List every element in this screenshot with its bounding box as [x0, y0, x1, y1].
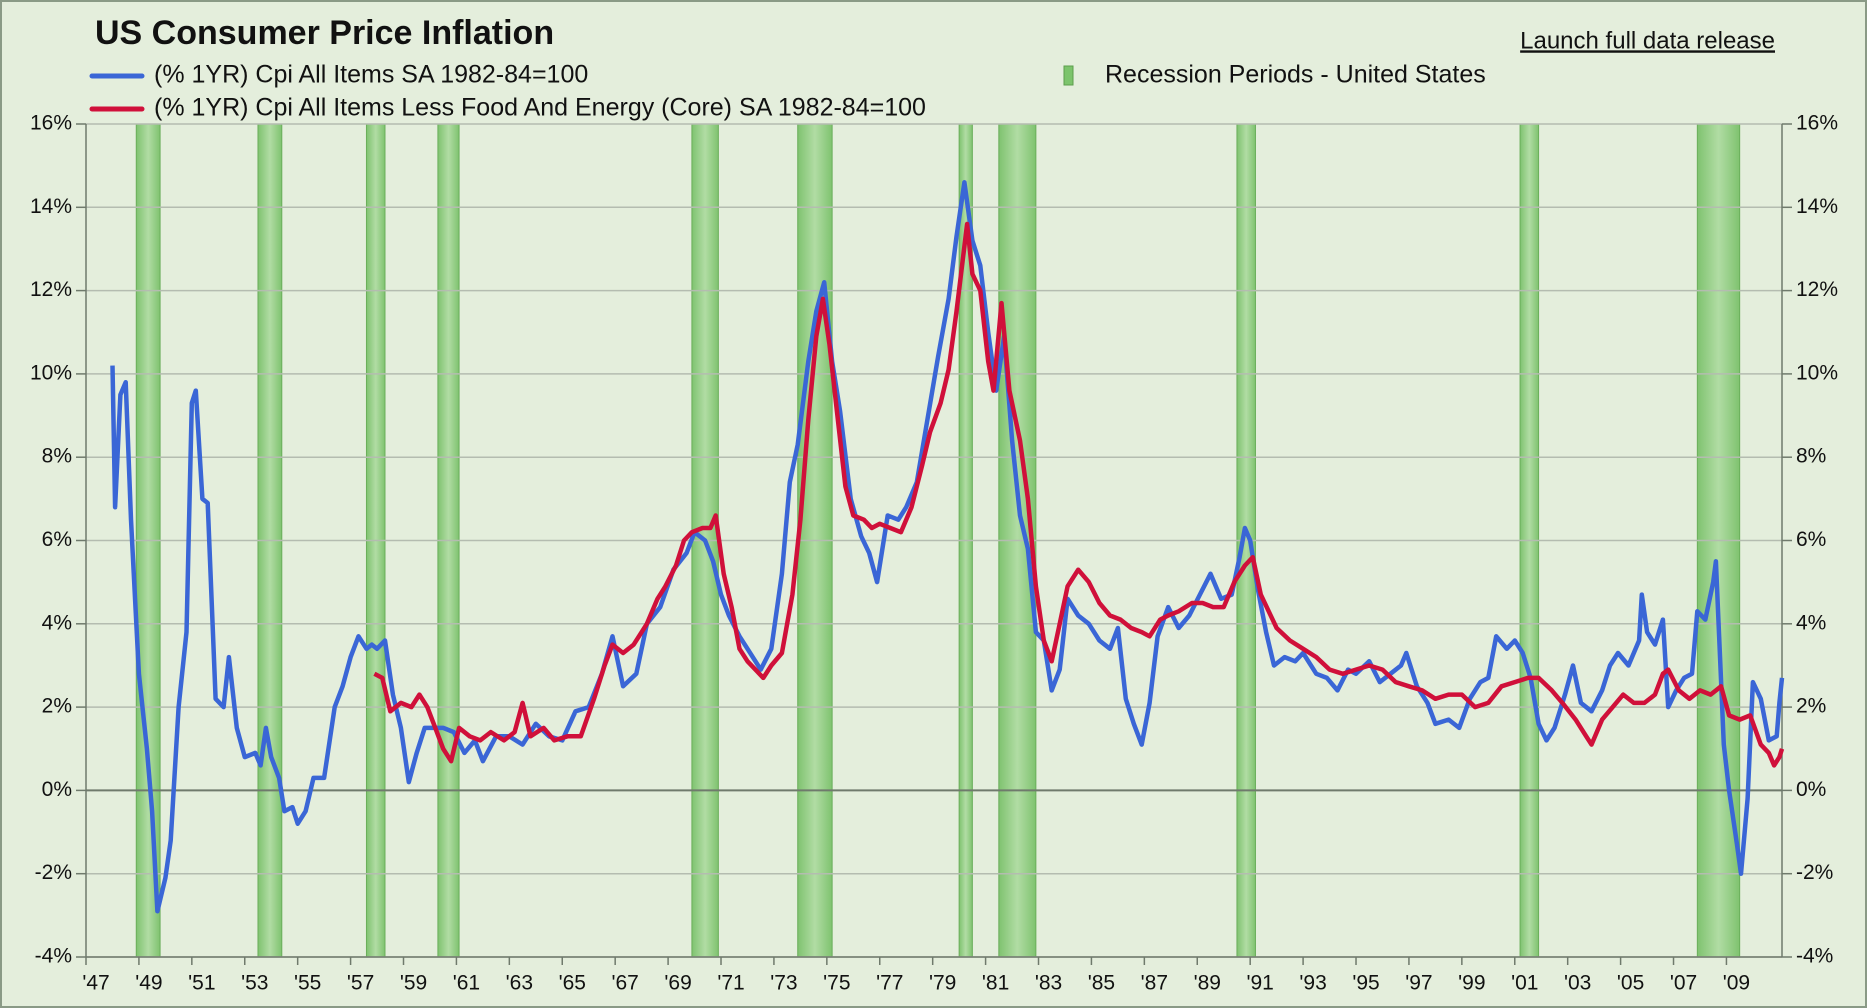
- x-tick-label: '49: [135, 972, 162, 995]
- y-tick-label: 10%: [30, 361, 72, 384]
- x-tick-label: '93: [1299, 972, 1326, 995]
- x-tick-label: '91: [1246, 972, 1273, 995]
- x-tick-label: '73: [770, 972, 797, 995]
- legend-label: (% 1YR) Cpi All Items SA 1982-84=100: [154, 61, 588, 89]
- y-tick-label: 8%: [42, 445, 72, 468]
- x-tick-label: '69: [664, 972, 691, 995]
- x-tick-label: '75: [823, 972, 850, 995]
- y-tick-label: 12%: [30, 278, 72, 301]
- y2-tick-label: 0%: [1796, 778, 1826, 801]
- legend: (% 1YR) Cpi All Items SA 1982-84=100 (% 1…: [89, 61, 1486, 122]
- y2-tick-label: 16%: [1796, 112, 1838, 135]
- x-tick-label: '85: [1088, 972, 1115, 995]
- x-tick-label: '57: [347, 972, 374, 995]
- x-tick-label: '87: [1141, 972, 1168, 995]
- x-tick-label: '81: [982, 972, 1009, 995]
- y-tick-label: 0%: [42, 778, 72, 801]
- y-tick-label: -2%: [35, 861, 72, 884]
- x-tick-label: '47: [82, 972, 109, 995]
- legend-swatch: [1063, 65, 1074, 86]
- x-tick-label: '79: [929, 972, 956, 995]
- x-tick-label: '65: [559, 972, 586, 995]
- series-line: [373, 221, 1785, 768]
- x-tick-label: '99: [1458, 972, 1485, 995]
- chart-title: US Consumer Price Inflation: [95, 14, 554, 52]
- x-tick-label: '55: [294, 972, 321, 995]
- x-tick-label: '01: [1511, 972, 1538, 995]
- x-tick-label: '77: [876, 972, 903, 995]
- series-line: [110, 180, 1785, 914]
- y2-tick-label: -4%: [1796, 945, 1833, 968]
- x-tick-label: '83: [1035, 972, 1062, 995]
- x-tick-label: '59: [400, 972, 427, 995]
- x-tick-label: '05: [1617, 972, 1644, 995]
- y-tick-label: 4%: [42, 611, 72, 634]
- x-tick-label: '97: [1405, 972, 1432, 995]
- y-tick-label: 14%: [30, 195, 72, 218]
- legend-label: Recession Periods - United States: [1105, 61, 1486, 89]
- x-tick-label: '09: [1723, 972, 1750, 995]
- data-release-link[interactable]: Launch full data release: [1520, 27, 1775, 54]
- x-tick-label: '03: [1564, 972, 1591, 995]
- y2-tick-label: 10%: [1796, 361, 1838, 384]
- y-tick-label: -4%: [35, 945, 72, 968]
- x-tick-label: '95: [1352, 972, 1379, 995]
- x-tick-label: '67: [611, 972, 638, 995]
- x-tick-label: '71: [717, 972, 744, 995]
- y2-tick-label: 14%: [1796, 195, 1838, 218]
- x-tick-label: '89: [1194, 972, 1221, 995]
- y-tick-label: 2%: [42, 695, 72, 718]
- y-tick-label: 6%: [42, 528, 72, 551]
- y2-tick-label: 4%: [1796, 611, 1826, 634]
- x-tick-label: '61: [453, 972, 480, 995]
- y2-tick-label: 6%: [1796, 528, 1826, 551]
- y2-tick-label: 8%: [1796, 445, 1826, 468]
- x-tick-label: '07: [1670, 972, 1697, 995]
- x-tick-label: '51: [188, 972, 215, 995]
- y2-tick-label: 12%: [1796, 278, 1838, 301]
- y2-tick-label: 2%: [1796, 695, 1826, 718]
- y2-tick-label: -2%: [1796, 861, 1833, 884]
- x-tick-label: '53: [241, 972, 268, 995]
- legend-label: (% 1YR) Cpi All Items Less Food And Ener…: [154, 94, 926, 122]
- x-tick-label: '63: [506, 972, 533, 995]
- y-tick-label: 16%: [30, 112, 72, 135]
